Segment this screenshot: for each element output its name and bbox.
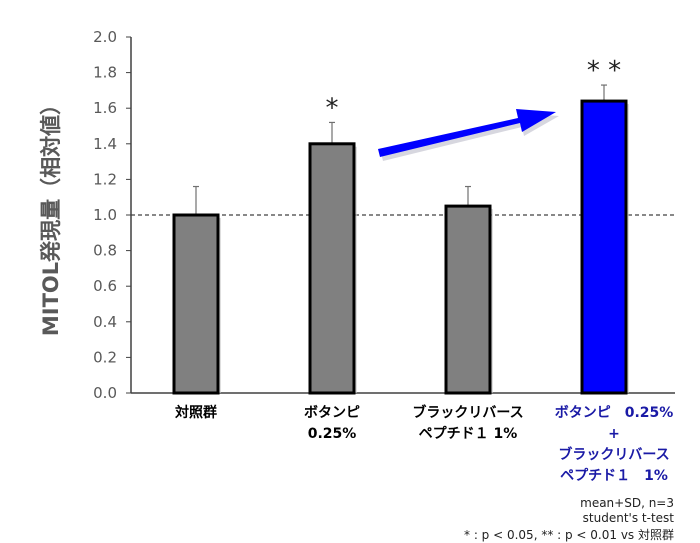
bar-rect <box>580 99 628 395</box>
arrow-shape <box>378 109 556 157</box>
bar-1 <box>172 185 221 395</box>
y-tick-label: 0.4 <box>93 313 117 331</box>
y-tick-label: 1.4 <box>93 135 117 153</box>
note-stats: mean+SD, n=3 <box>580 496 674 510</box>
category-label: 対照群 <box>174 404 217 421</box>
y-tick-label: 0.0 <box>93 384 117 402</box>
y-tick-label: 1.6 <box>93 99 117 117</box>
bar-4: * * <box>580 56 629 395</box>
note-significance: * : p < 0.05, ** : p < 0.01 vs 対照群 <box>464 528 674 542</box>
category-label: ボタンピ 0.25% <box>555 405 674 421</box>
category-label: 0.25% <box>308 426 357 442</box>
y-tick-label: 0.8 <box>93 242 117 260</box>
y-tick-label: 0.6 <box>93 277 117 295</box>
bar-rect <box>172 213 220 395</box>
y-axis: 0.0 0.2 0.4 0.6 0.8 1.0 1.2 1.4 1.6 1.8 2.0 <box>93 28 675 402</box>
y-tick-label: 1.8 <box>93 64 117 82</box>
category-label: + <box>608 426 620 442</box>
trend-arrow-icon <box>378 109 559 161</box>
bar-2: * <box>308 93 357 395</box>
bars: * * * <box>172 56 629 395</box>
category-label: ボタンピ <box>304 405 360 421</box>
significance-marker: * <box>326 93 339 123</box>
bar-3 <box>444 185 493 395</box>
category-label: ペプチド１ 1% <box>419 426 518 442</box>
category-label: ブラックリバース <box>412 404 523 421</box>
category-label: ペプチド１ 1% <box>560 468 668 484</box>
category-label: ブラックリバース <box>558 446 669 463</box>
bar-rect <box>444 204 492 395</box>
significance-marker: * * <box>587 56 621 86</box>
y-axis-label: MITOL発現量（相対値） <box>39 94 63 336</box>
y-tick-label: 1.0 <box>93 206 117 224</box>
y-tick-label: 1.2 <box>93 170 117 188</box>
note-test: student's t-test <box>582 511 674 525</box>
y-tick-label: 0.2 <box>93 348 117 366</box>
bar-rect <box>308 142 356 395</box>
y-tick-label: 2.0 <box>93 28 117 46</box>
arrow-shadow <box>381 113 559 161</box>
